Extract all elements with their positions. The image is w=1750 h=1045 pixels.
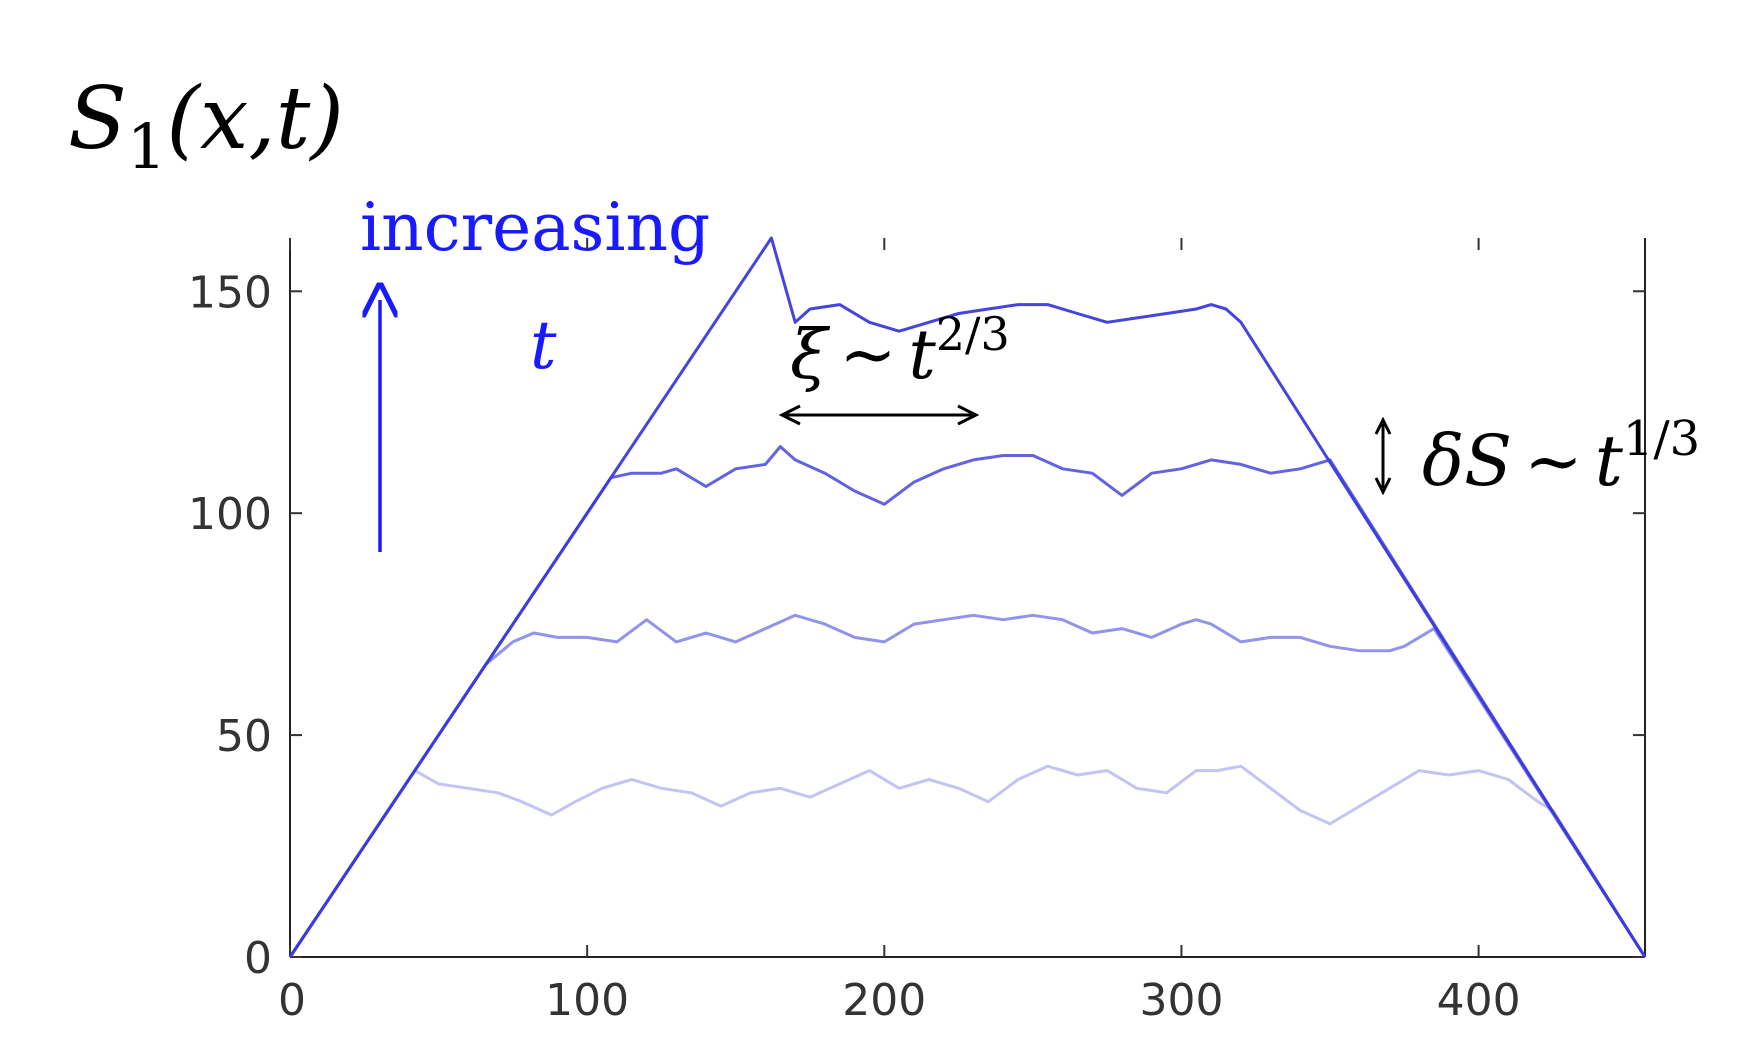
y-tick-label: 50 <box>216 711 272 762</box>
y-axis-label: S1(x,t) <box>68 69 344 183</box>
ds-exponent: 1/3 <box>1623 411 1700 467</box>
x-tick-label: 400 <box>1437 975 1521 1026</box>
ds-t: t <box>1595 420 1624 502</box>
x-tick-label: 200 <box>842 975 926 1026</box>
series-line-1 <box>288 764 1647 958</box>
series-line-3 <box>288 445 1647 958</box>
ticks: 0 100 200 300 400 0 50 100 150 <box>188 238 1645 1026</box>
ds-sim: ~ <box>1524 420 1583 502</box>
series-group <box>288 236 1647 958</box>
x-tick-label: 0 <box>278 975 306 1026</box>
ds-symbol: δS <box>1422 420 1512 502</box>
x-tick-label: 100 <box>545 975 629 1026</box>
y-tick-label: 100 <box>188 489 272 540</box>
y-axis-label-letter: S <box>68 69 127 169</box>
xi-annotation: ξ ~ t2/3 <box>790 307 1010 395</box>
increasing-t-label: t <box>530 307 557 384</box>
xi-t: t <box>908 316 936 395</box>
ds-annotation: δS ~ t1/3 <box>1422 411 1700 502</box>
x-tick-label: 300 <box>1139 975 1223 1026</box>
y-tick-label: 0 <box>244 933 272 984</box>
xi-sim: ~ <box>839 316 896 395</box>
ds-double-arrow-icon <box>1374 416 1392 496</box>
xi-double-arrow-icon <box>778 404 980 426</box>
y-axis-label-subscript: 1 <box>127 110 166 183</box>
y-axis-label-args: (x,t) <box>166 69 344 169</box>
series-line-4 <box>288 236 1647 958</box>
xi-symbol: ξ <box>790 316 831 395</box>
increasing-label: increasing <box>360 189 710 266</box>
series-line-2 <box>288 613 1647 958</box>
xi-exponent: 2/3 <box>936 307 1010 361</box>
axes <box>289 238 1646 958</box>
y-tick-label: 150 <box>188 267 272 318</box>
